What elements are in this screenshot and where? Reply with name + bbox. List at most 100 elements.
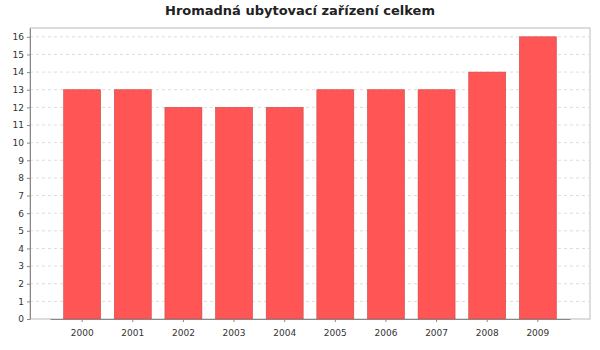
y-tick-mark xyxy=(27,37,30,38)
y-tick: 0 xyxy=(18,314,30,324)
grid-line xyxy=(30,125,590,126)
x-tick-mark xyxy=(82,319,83,322)
x-tick: 2004 xyxy=(273,319,296,338)
y-tick-label: 4 xyxy=(18,244,24,254)
y-tick-mark xyxy=(27,54,30,55)
bar xyxy=(469,72,506,319)
bar xyxy=(418,90,455,319)
x-tick: 2006 xyxy=(374,319,397,338)
x-tick: 2008 xyxy=(476,319,499,338)
y-tick: 10 xyxy=(13,138,30,148)
grid-line xyxy=(30,54,590,55)
grid xyxy=(30,37,590,319)
bar xyxy=(519,37,556,319)
x-tick-label: 2001 xyxy=(121,328,144,338)
y-tick: 6 xyxy=(18,209,30,219)
y-tick: 3 xyxy=(18,261,30,271)
grid-line xyxy=(30,36,590,37)
y-axis: 012345678910111213141516 xyxy=(13,29,31,325)
y-tick-mark xyxy=(27,160,30,161)
grid-line xyxy=(30,230,590,231)
y-tick-mark xyxy=(27,248,30,249)
x-tick: 2007 xyxy=(425,319,448,338)
y-tick-mark xyxy=(27,125,30,126)
grid-line xyxy=(30,301,590,302)
y-tick: 13 xyxy=(13,85,30,95)
y-tick-label: 16 xyxy=(13,32,25,42)
y-tick-mark xyxy=(27,284,30,285)
x-tick-mark xyxy=(183,319,184,322)
y-tick: 9 xyxy=(18,156,30,166)
plot-frame xyxy=(30,28,590,319)
y-axis-line xyxy=(30,29,31,320)
x-tick: 2005 xyxy=(324,319,347,338)
grid-line xyxy=(30,266,590,267)
grid-line xyxy=(30,177,590,178)
y-tick-mark xyxy=(27,90,30,91)
x-tick-label: 2002 xyxy=(172,328,195,338)
bar xyxy=(216,107,253,319)
y-tick-label: 2 xyxy=(18,279,24,289)
y-tick: 15 xyxy=(13,50,30,60)
y-tick-label: 8 xyxy=(18,173,24,183)
y-tick: 1 xyxy=(18,297,30,307)
bar xyxy=(317,90,354,319)
y-tick-label: 13 xyxy=(13,85,24,95)
y-tick: 8 xyxy=(18,173,30,183)
grid-line xyxy=(30,195,590,196)
y-tick-mark xyxy=(27,196,30,197)
grid-line xyxy=(30,72,590,73)
grid-line xyxy=(30,248,590,249)
x-tick: 2001 xyxy=(121,319,144,338)
y-tick-label: 3 xyxy=(18,261,24,271)
grid-line xyxy=(30,107,590,108)
x-tick-mark xyxy=(436,319,437,322)
grid-line xyxy=(30,283,590,284)
x-tick: 2003 xyxy=(223,319,246,338)
x-axis-line xyxy=(51,319,571,320)
x-tick-mark xyxy=(487,319,488,322)
x-tick-mark xyxy=(537,319,538,322)
x-tick-label: 2006 xyxy=(374,328,397,338)
grid-line xyxy=(30,213,590,214)
y-tick-label: 15 xyxy=(13,50,24,60)
y-tick-mark xyxy=(27,107,30,108)
grid-line xyxy=(30,89,590,90)
bar xyxy=(114,90,151,319)
y-tick-label: 11 xyxy=(13,120,24,130)
x-axis: 2000200120022003200420052006200720082009 xyxy=(51,319,571,338)
x-tick: 2002 xyxy=(172,319,195,338)
y-tick-mark xyxy=(27,266,30,267)
y-tick: 14 xyxy=(13,67,30,77)
bar xyxy=(367,90,404,319)
x-tick-mark xyxy=(284,319,285,322)
grid-line xyxy=(30,319,590,320)
y-tick: 11 xyxy=(13,120,30,130)
y-tick: 5 xyxy=(18,226,30,236)
y-tick: 7 xyxy=(18,191,30,201)
y-tick-label: 1 xyxy=(18,297,24,307)
y-tick-label: 7 xyxy=(18,191,24,201)
bar xyxy=(64,90,101,319)
y-tick-mark xyxy=(27,319,30,320)
x-tick-label: 2008 xyxy=(476,328,499,338)
x-tick-label: 2004 xyxy=(273,328,296,338)
x-tick-mark xyxy=(385,319,386,322)
bar xyxy=(266,107,303,319)
y-tick-label: 0 xyxy=(18,314,24,324)
grid-line xyxy=(30,142,590,143)
y-tick: 4 xyxy=(18,244,30,254)
y-tick-label: 5 xyxy=(18,226,24,236)
y-tick-label: 10 xyxy=(13,138,25,148)
y-tick-mark xyxy=(27,178,30,179)
bars xyxy=(64,37,557,319)
y-tick-label: 14 xyxy=(13,67,25,77)
x-tick-mark xyxy=(132,319,133,322)
y-tick: 2 xyxy=(18,279,30,289)
y-tick-label: 12 xyxy=(13,103,24,113)
y-tick-mark xyxy=(27,231,30,232)
x-tick-label: 2007 xyxy=(425,328,448,338)
y-tick-mark xyxy=(27,301,30,302)
y-tick: 16 xyxy=(13,32,30,42)
y-tick-mark xyxy=(27,143,30,144)
